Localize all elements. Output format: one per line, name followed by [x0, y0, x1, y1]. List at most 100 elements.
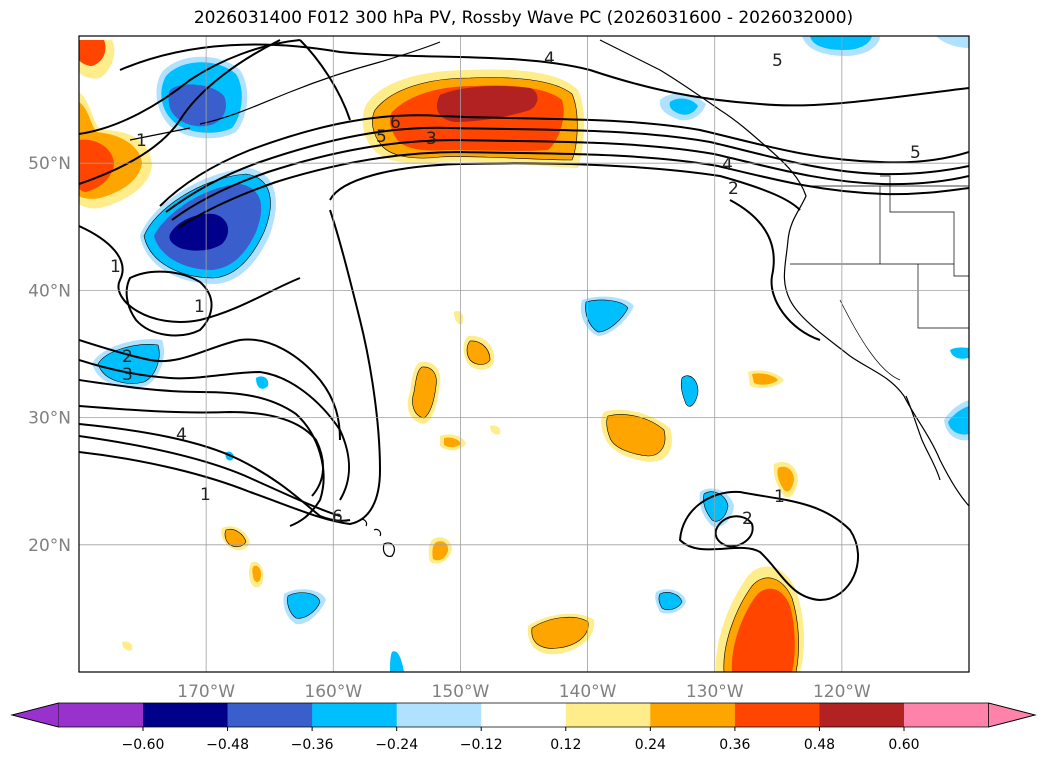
contour-label: 5: [376, 127, 387, 147]
anomaly-outline: [372, 77, 578, 161]
coastline-baja: [905, 395, 941, 481]
pv-contour: [678, 490, 860, 602]
colorbar-label: 0.24: [635, 737, 666, 753]
anomaly-patch-central: [585, 300, 628, 332]
pv-contour: [79, 209, 382, 526]
longitude-label: 120°W: [813, 682, 871, 702]
pv-contour: [125, 270, 213, 337]
anomaly-patch-west-subtropic: [98, 344, 160, 384]
latitude-labels: 50°N 40°N 30°N 20°N: [28, 154, 71, 556]
contour-label: 5: [772, 51, 783, 71]
colorbar-swatch: [396, 703, 482, 727]
anomaly-patch-northeast: [810, 36, 872, 50]
colorbar-swatch: [904, 703, 989, 727]
contour-label: 4: [544, 49, 555, 69]
anomaly-outline: [97, 344, 160, 384]
pv-contour: [79, 435, 341, 517]
pv-contour: [79, 359, 350, 501]
coastlines: [129, 39, 969, 557]
colorbar-swatch: [565, 703, 651, 727]
pv-contour: [729, 199, 821, 341]
anomaly-patch-subtropics: [412, 366, 437, 418]
contour-label: 3: [426, 129, 437, 149]
colorbar-label: −0.48: [206, 737, 249, 753]
contour-label: 1: [110, 257, 121, 277]
political-borders: [790, 175, 969, 381]
anomaly-outline: [143, 173, 271, 279]
pv-contour: [79, 338, 341, 441]
colorbar-label: 0.60: [888, 737, 919, 753]
map-title: 2026031400 F012 300 hPa PV, Rossby Wave …: [193, 8, 854, 28]
anomaly-patch-subtropics: [225, 529, 246, 547]
contour-label: 6: [332, 507, 343, 527]
latitude-label: 50°N: [28, 154, 71, 174]
anomaly-outline: [466, 340, 491, 365]
colorbar-swatch: [650, 703, 736, 727]
anomaly-patch-subtropics: [467, 340, 490, 365]
coastline-hawaii: [359, 518, 396, 557]
pv-contour: [79, 39, 301, 135]
longitude-label: 170°W: [177, 682, 235, 702]
anomaly-patch-west: [79, 139, 114, 192]
graticule: [79, 36, 969, 672]
longitude-label: 150°W: [432, 682, 490, 702]
colorbar-swatch: [312, 703, 398, 727]
colorbar-label: −0.60: [122, 737, 165, 753]
anomaly-patch-ne-pacific: [436, 86, 538, 122]
pv-contour: [714, 515, 754, 548]
pv-contours: [79, 39, 969, 602]
anomaly-patch-northeast: [669, 98, 698, 115]
colorbar-swatch: [734, 703, 820, 727]
longitude-label: 160°W: [304, 682, 362, 702]
anomaly-patch-subtropics: [490, 425, 501, 435]
anomaly-patch-subtropics: [252, 565, 262, 583]
colorbar-swatch: [227, 703, 313, 727]
contour-label: 2: [122, 347, 133, 367]
pv-contour: [159, 114, 969, 207]
anomaly-outline: [287, 592, 321, 619]
plot-area: 4 5 1 6 3 5 4 2 5 1 1 2 3 4 1 6 1 2: [78, 35, 970, 673]
contour-label: 2: [742, 509, 753, 529]
anomaly-patch-central: [703, 491, 728, 522]
anomaly-patch-west: [79, 40, 106, 66]
anomaly-patch-central: [681, 375, 698, 407]
coastline-alaska: [199, 41, 441, 125]
colorbar: −0.60 −0.48 −0.36 −0.24 −0.12 0.12 0.24 0.36 0.4…: [10, 702, 1037, 753]
anomaly-patch-subtropics: [432, 541, 449, 561]
anomaly-patch-subtropics: [777, 466, 794, 492]
anomaly-patch-central: [390, 651, 404, 672]
pv-contour: [79, 379, 325, 527]
anomaly-patch-central: [658, 592, 682, 610]
pv-contour: [79, 405, 324, 497]
pv-contour: [119, 43, 969, 107]
plot-frame: [78, 35, 970, 673]
longitude-labels: 170°W 160°W 150°W 140°W 130°W 120°W: [177, 682, 871, 702]
contour-label: 1: [200, 485, 211, 505]
contour-label: 3: [122, 365, 133, 385]
latitude-label: 40°N: [28, 281, 71, 301]
anomaly-patch-northeast: [936, 36, 969, 48]
colorbar-label: −0.24: [375, 737, 418, 753]
contour-labels: 4 5 1 6 3 5 4 2 5 1 1 2 3 4 1 6 1 2: [110, 49, 921, 529]
colorbar-swatch: [481, 703, 567, 727]
anomaly-outline: [531, 616, 589, 649]
anomaly-patch-subtropics: [752, 373, 778, 385]
colorbar-swatch: [819, 703, 905, 727]
anomaly-outline: [680, 375, 699, 407]
negative-anomaly-shading: [92, 36, 969, 672]
pv-contour: [329, 162, 801, 211]
pv-contour: [79, 225, 301, 323]
contour-label: 5: [910, 143, 921, 163]
anomaly-outline: [224, 529, 247, 548]
anomaly-patch-subtropics: [531, 617, 589, 649]
state-border: [790, 175, 969, 329]
anomaly-patch-northeast: [948, 406, 969, 435]
anomaly-patch-subtropics: [606, 414, 666, 456]
anomaly-patch-subtropics: [444, 437, 461, 448]
colorbar-label: −0.36: [291, 737, 334, 753]
anomaly-patch-central: [287, 592, 320, 619]
contour-label: 1: [136, 131, 147, 151]
anomaly-outline: [606, 414, 666, 457]
contour-label: 1: [774, 487, 785, 507]
